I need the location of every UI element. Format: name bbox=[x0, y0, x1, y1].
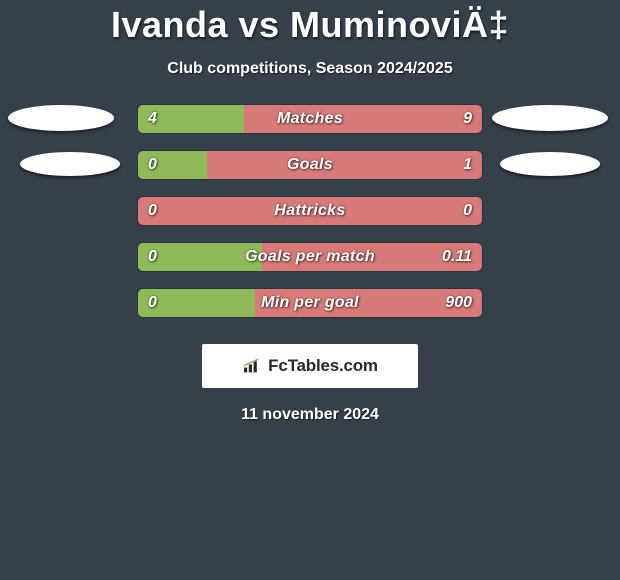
side-ellipse bbox=[8, 105, 114, 131]
date-label: 11 november 2024 bbox=[0, 406, 620, 424]
stats-area: 49Matches 01Goals 0 0Hattricks 00.11Goals pe… bbox=[0, 96, 620, 326]
stat-bar-fill bbox=[138, 289, 255, 317]
stat-bar-fill bbox=[138, 243, 262, 271]
stat-row: 00.11Goals per match bbox=[0, 234, 620, 280]
stat-bar-fill bbox=[138, 151, 207, 179]
stat-value-right: 1 bbox=[453, 151, 482, 179]
brand-logo[interactable]: FcTables.com bbox=[202, 344, 418, 388]
stat-bar: 49Matches bbox=[137, 104, 483, 134]
logo-text: FcTables.com bbox=[268, 356, 378, 376]
stat-bar: 01Goals bbox=[137, 150, 483, 180]
side-ellipse bbox=[20, 152, 120, 176]
subtitle: Club competitions, Season 2024/2025 bbox=[0, 60, 620, 78]
comparison-card: Ivanda vs MuminoviÄ‡ Club competitions, … bbox=[0, 0, 620, 580]
stat-value-right: 9 bbox=[453, 105, 482, 133]
stat-value-right: 0 bbox=[453, 197, 482, 225]
stat-bar: 0 0Hattricks bbox=[137, 196, 483, 226]
stat-bar: 0900Min per goal bbox=[137, 288, 483, 318]
stat-bar: 00.11Goals per match bbox=[137, 242, 483, 272]
stat-value-left: 0 bbox=[138, 197, 167, 225]
page-title: Ivanda vs MuminoviÄ‡ bbox=[0, 4, 620, 46]
stat-value-right: 0.11 bbox=[432, 243, 482, 271]
stat-row: 0 0Hattricks bbox=[0, 188, 620, 234]
stat-label: Hattricks bbox=[138, 197, 482, 225]
stat-value-right: 900 bbox=[435, 289, 482, 317]
stat-bar-fill bbox=[138, 105, 244, 133]
side-ellipse bbox=[500, 152, 600, 176]
side-ellipse bbox=[492, 105, 608, 131]
stat-row: 0900Min per goal bbox=[0, 280, 620, 326]
bar-chart-icon bbox=[242, 358, 262, 374]
